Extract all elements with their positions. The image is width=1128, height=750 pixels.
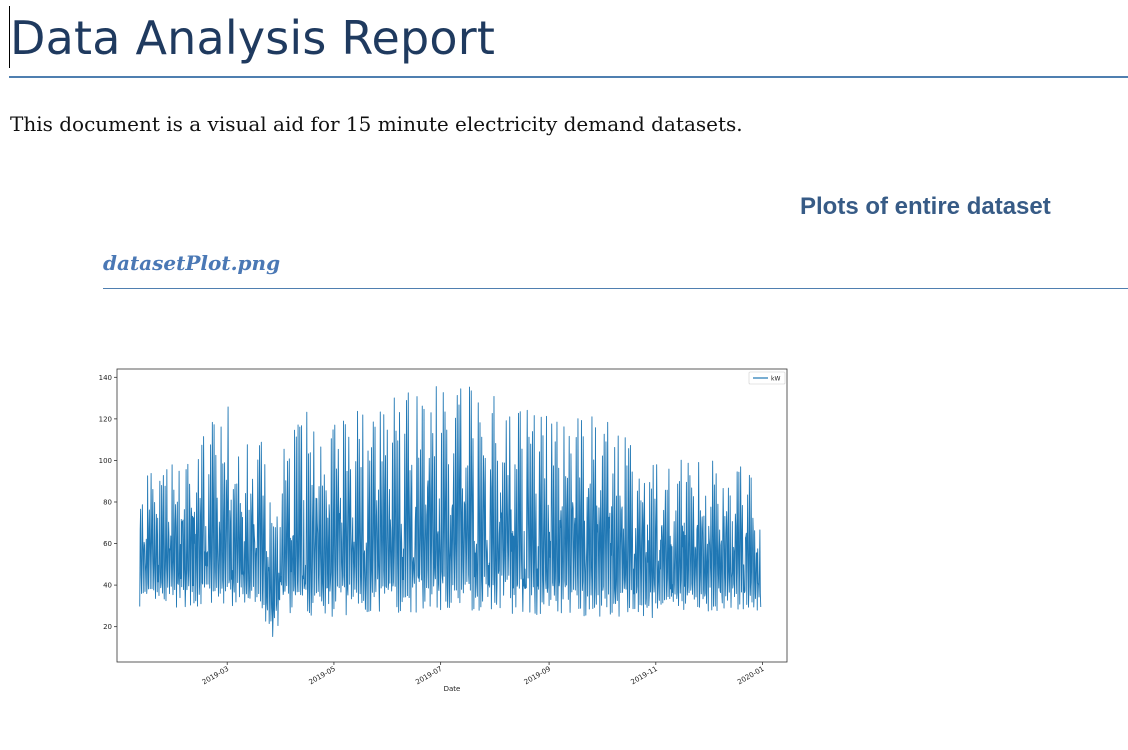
- text-cursor: [9, 6, 10, 68]
- series-group: [139, 386, 762, 637]
- y-tick-label: 140: [99, 374, 112, 382]
- x-tick-label: 2019-03: [201, 665, 230, 687]
- subsection-underline: [103, 288, 1128, 289]
- y-tick-label: 80: [103, 498, 112, 506]
- x-tick-label: 2019-09: [523, 665, 552, 687]
- section-heading[interactable]: Plots of entire dataset: [800, 193, 1051, 220]
- y-tick-label: 60: [103, 540, 112, 548]
- intro-paragraph[interactable]: This document is a visual aid for 15 min…: [10, 112, 743, 136]
- x-tick-label: 2020-01: [736, 665, 765, 687]
- x-axis-label: Date: [444, 685, 461, 693]
- legend-label-kw: kW: [771, 376, 780, 383]
- y-axis-ticks: 20 40 60 80 100 120 140: [99, 374, 117, 631]
- subsection-heading[interactable]: datasetPlot.png: [103, 251, 281, 275]
- y-tick-label: 100: [99, 457, 112, 465]
- y-tick-label: 120: [99, 415, 112, 423]
- x-axis-ticks: 2019-03 2019-05 2019-07 2019-09 2019-11 2020-…: [201, 662, 766, 686]
- x-tick-label: 2019-05: [308, 665, 337, 687]
- document-title[interactable]: Data Analysis Report: [10, 11, 496, 65]
- x-tick-label: 2019-07: [414, 665, 443, 687]
- title-underline: [9, 76, 1128, 78]
- dataset-plot-figure: 20 40 60 80 100 120 140 2019-03 2019-05 2019-07 2…: [90, 360, 800, 700]
- y-tick-label: 40: [103, 582, 112, 590]
- series-line-kw: [139, 386, 762, 637]
- x-tick-label: 2019-11: [629, 665, 658, 687]
- y-tick-label: 20: [103, 623, 112, 631]
- legend: kW: [748, 371, 786, 385]
